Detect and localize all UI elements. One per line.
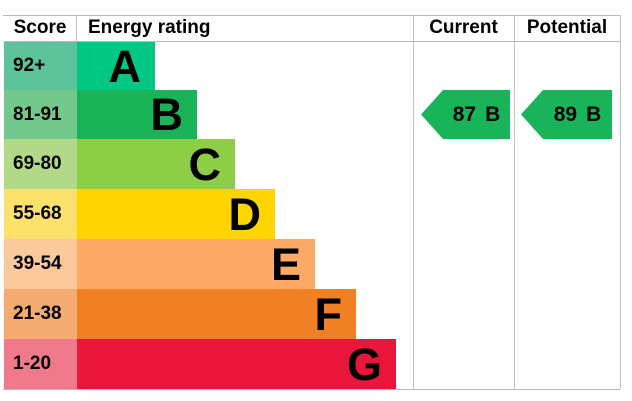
current-column-divider [413,15,414,389]
band-letter-C: C [188,138,222,190]
current-score-value: 87 [452,102,477,126]
score-column-header: Score [13,17,67,38]
band-letter-D: D [228,188,262,240]
band-bar-C: C [77,139,235,189]
table-top-border [3,15,620,16]
band-bar-B: B [77,90,197,139]
band-bar-A: A [77,42,155,90]
current-column-header: Current [429,17,498,38]
potential-rating-letter: B [586,102,602,126]
energy-rating-header: Energy rating [88,17,211,38]
score-cell-B: 81-91 [4,90,77,139]
band-letter-A: A [108,40,142,92]
band-letter-E: E [270,238,301,290]
score-cell-E: 39-54 [4,239,77,289]
potential-rating-arrow: 89 B [521,90,612,139]
band-letter-G: G [346,338,382,390]
band-bar-D: D [77,189,275,239]
table-right-border [620,15,621,389]
table-bottom-border [3,389,620,390]
band-bar-F: F [77,289,356,339]
potential-score-value: 89 [553,102,578,126]
current-rating-letter: B [485,102,501,126]
header-bottom-border [3,41,620,42]
score-cell-G: 1-20 [4,339,77,389]
band-letter-B: B [150,89,184,140]
band-letter-F: F [314,288,343,340]
score-cell-F: 21-38 [4,289,77,339]
score-column-divider [76,15,77,41]
current-rating-arrow: 87 B [421,90,510,139]
score-cell-C: 69-80 [4,139,77,189]
band-bar-E: E [77,239,315,289]
band-bar-G: G [77,339,396,389]
potential-column-header: Potential [526,17,608,38]
score-cell-A: 92+ [4,42,77,90]
potential-column-divider [514,15,515,389]
score-cell-D: 55-68 [4,189,77,239]
